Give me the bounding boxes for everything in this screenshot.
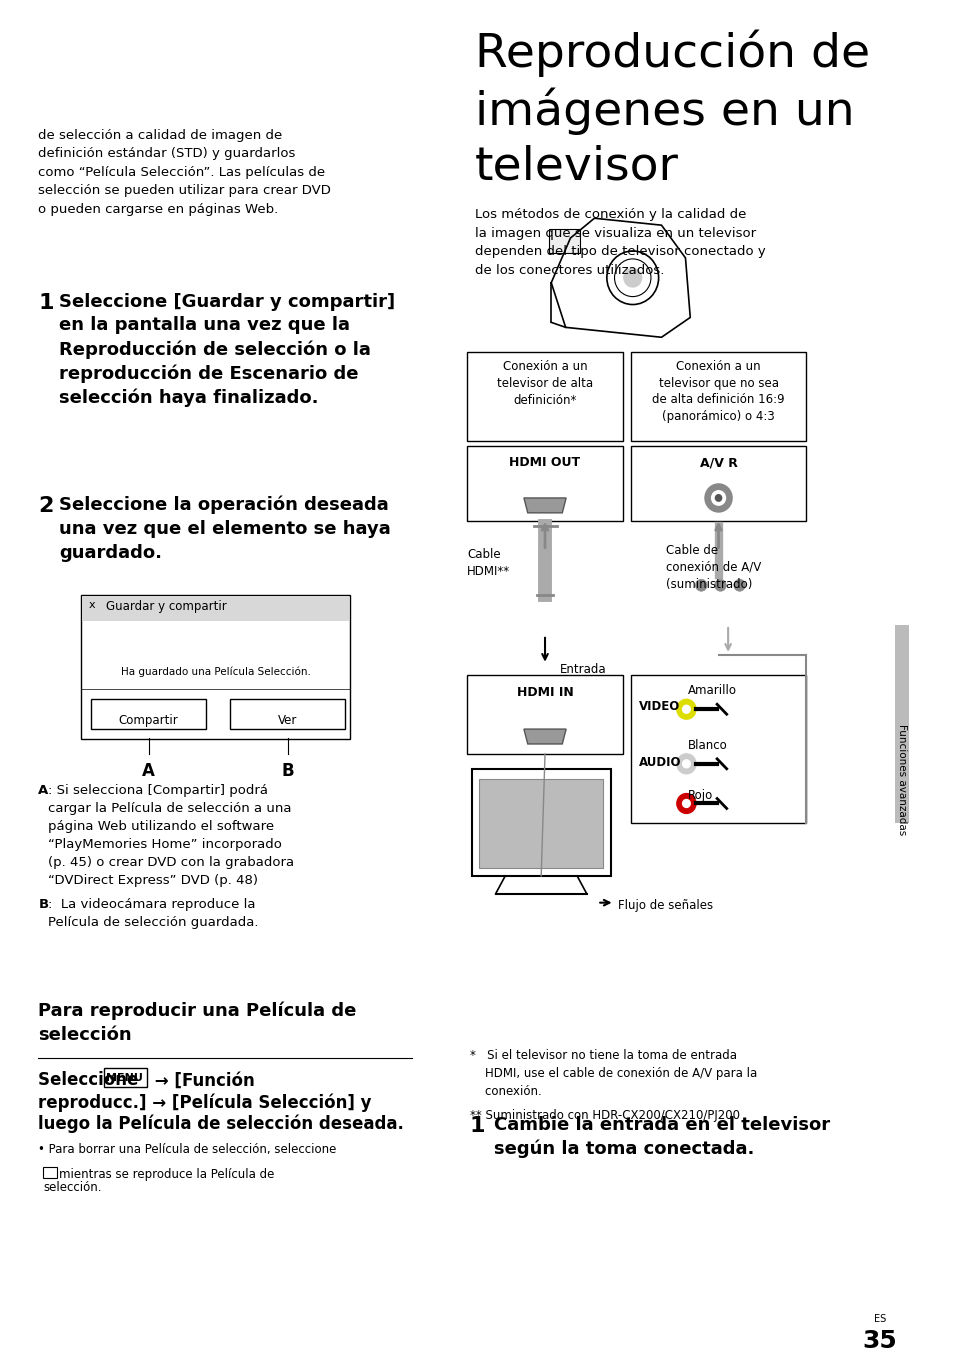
Polygon shape [523, 498, 565, 513]
Text: Para reproducir una Película de
selección: Para reproducir una Película de selecció… [38, 1001, 356, 1044]
Circle shape [622, 267, 641, 288]
Text: televisor: televisor [474, 145, 678, 190]
Bar [81, 596, 350, 740]
Text: Funciones avanzadas: Funciones avanzadas [896, 725, 906, 836]
Text: ES: ES [873, 1315, 885, 1324]
Text: MENU: MENU [107, 1073, 143, 1083]
Bar [466, 446, 622, 521]
Circle shape [710, 490, 725, 506]
Text: Seleccione [Guardar y compartir]
en la pantalla una vez que la
Reproducción de s: Seleccione [Guardar y compartir] en la p… [59, 293, 395, 407]
Text: ** Suministrado con HDR-CX200/CX210/PJ200: ** Suministrado con HDR-CX200/CX210/PJ20… [469, 1109, 739, 1122]
Text: Ver: Ver [277, 714, 297, 727]
Bar [91, 699, 206, 729]
Text: 1: 1 [469, 1115, 485, 1136]
Circle shape [704, 484, 731, 512]
Text: Cambie la entrada en el televisor
según la toma conectada.: Cambie la entrada en el televisor según … [494, 1115, 829, 1159]
Text: de selección a calidad de imagen de
definición estándar (STD) y guardarlos
como : de selección a calidad de imagen de defi… [38, 129, 331, 216]
Text: *   Si el televisor no tiene la toma de entrada
    HDMI, use el cable de conexi: * Si el televisor no tiene la toma de en… [469, 1049, 757, 1099]
Text: Ha guardado una Película Selección.: Ha guardado una Película Selección. [121, 666, 311, 677]
Circle shape [714, 494, 721, 502]
Text: AUDIO: AUDIO [638, 756, 680, 769]
Text: HDMI IN: HDMI IN [517, 687, 573, 699]
Text: reproducc.] → [Película Selección] y: reproducc.] → [Película Selección] y [38, 1094, 372, 1111]
Circle shape [676, 794, 696, 813]
Text: imágenes en un: imágenes en un [474, 87, 853, 134]
Circle shape [695, 579, 706, 592]
Text: mientras se reproduce la Película de: mientras se reproduce la Película de [59, 1167, 274, 1181]
Text: • Para borrar una Película de selección, seleccione: • Para borrar una Película de selección,… [38, 1143, 336, 1156]
Bar [82, 596, 349, 622]
Text: HDMI OUT: HDMI OUT [509, 456, 580, 470]
Text: x: x [89, 600, 95, 611]
Bar [549, 229, 579, 252]
Text: 2: 2 [38, 495, 53, 516]
Polygon shape [523, 729, 565, 744]
Text: selección.: selección. [43, 1182, 102, 1194]
Text: Entrada: Entrada [558, 662, 605, 676]
Bar [466, 353, 622, 441]
Text: Seleccione: Seleccione [38, 1071, 144, 1090]
Bar [478, 779, 602, 868]
Text: A: A [38, 783, 49, 797]
Circle shape [682, 799, 690, 807]
Text: Flujo de señales: Flujo de señales [618, 898, 713, 912]
FancyBboxPatch shape [105, 1068, 147, 1087]
Text: Seleccione la operación deseada
una vez que el elemento se haya
guardado.: Seleccione la operación deseada una vez … [59, 495, 391, 562]
Text: Reproducción de: Reproducción de [474, 30, 869, 77]
Text: Compartir: Compartir [118, 714, 178, 727]
Text: Guardar y compartir: Guardar y compartir [107, 600, 227, 613]
Text: Rojo: Rojo [688, 788, 713, 802]
Text: Cable
HDMI**: Cable HDMI** [466, 548, 510, 578]
Bar [230, 699, 345, 729]
Text: luego la Película de selección deseada.: luego la Película de selección deseada. [38, 1115, 404, 1133]
Text: : Si selecciona [Compartir] podrá
cargar la Película de selección a una
página W: : Si selecciona [Compartir] podrá cargar… [48, 783, 294, 886]
Circle shape [682, 706, 690, 714]
Text: → [Función: → [Función [149, 1071, 254, 1090]
Text: A: A [142, 761, 155, 780]
Circle shape [676, 699, 696, 719]
Text: :  La videocámara reproduce la
Película de selección guardada.: : La videocámara reproduce la Película d… [48, 898, 258, 928]
Text: Blanco: Blanco [688, 740, 727, 752]
Text: 35: 35 [862, 1330, 897, 1353]
Text: Los métodos de conexión y la calidad de
la imagen que se visualiza en un televis: Los métodos de conexión y la calidad de … [474, 209, 764, 277]
Circle shape [682, 760, 690, 768]
Text: Conexión a un
televisor que no sea
de alta definición 16:9
(panorámico) o 4:3: Conexión a un televisor que no sea de al… [652, 360, 784, 422]
Text: B: B [281, 761, 294, 780]
Text: Amarillo: Amarillo [688, 684, 737, 697]
Bar [466, 674, 622, 754]
Bar [630, 446, 805, 521]
Bar [895, 626, 908, 824]
Text: 1: 1 [38, 293, 53, 312]
Text: A/V R: A/V R [699, 456, 737, 470]
Bar [630, 353, 805, 441]
Text: VIDEO: VIDEO [638, 700, 679, 714]
Circle shape [733, 579, 744, 592]
Circle shape [676, 754, 696, 773]
Circle shape [714, 579, 725, 592]
Bar [630, 674, 805, 824]
Text: Conexión a un
televisor de alta
definición*: Conexión a un televisor de alta definici… [497, 360, 593, 407]
Text: B: B [38, 898, 49, 911]
Text: Cable de
conexión de A/V
(suministrado): Cable de conexión de A/V (suministrado) [665, 544, 760, 590]
Bar [43, 1167, 56, 1178]
Bar [471, 769, 610, 875]
